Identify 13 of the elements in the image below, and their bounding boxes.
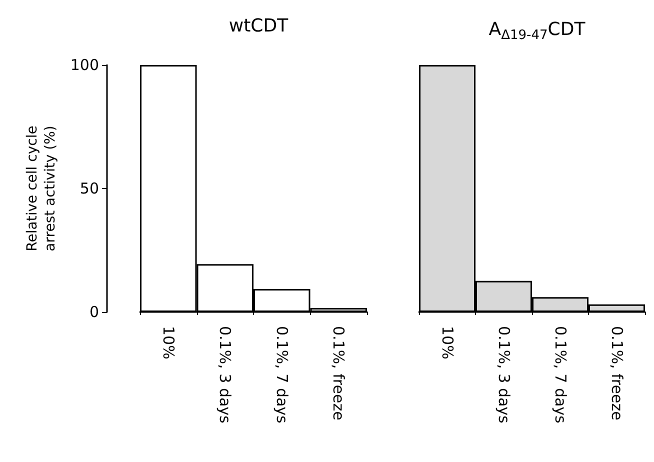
x-tick-label: 10% [159, 326, 178, 360]
x-tick-label: 10% [438, 326, 456, 360]
x-tick-label: 0.1%, 3 days [216, 326, 234, 424]
y-tick-label: 50 [80, 180, 99, 198]
chart-title: wtCDT [228, 16, 290, 36]
x-tick-label: 0.1%, 3 days [494, 326, 513, 424]
y-tick-label: 0 [89, 303, 99, 321]
x-tick-label: 0.1%, freeze [608, 326, 626, 420]
x-tick-label: 0.1%, 7 days [551, 326, 570, 424]
x-tick-label: 0.1%, 7 days [272, 326, 291, 424]
x-tick-label: 0.1%, freeze [330, 326, 348, 420]
y-axis-title: Relative cell cycle arrest activity (%) [24, 126, 58, 252]
y-tick-label: 100 [70, 56, 99, 74]
